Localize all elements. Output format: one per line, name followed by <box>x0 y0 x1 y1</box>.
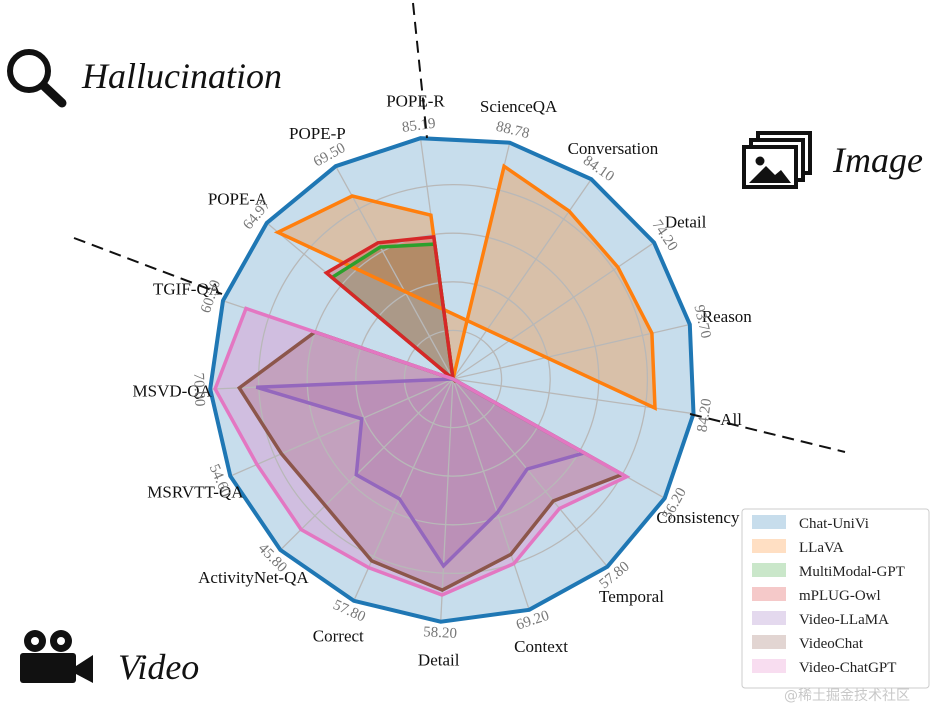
group-hallucination: Hallucination <box>7 49 282 108</box>
grid-spoke-7 <box>452 378 608 568</box>
max-label-17: 85.19 <box>401 116 437 136</box>
legend-swatch-chat-univi <box>752 515 786 529</box>
legend: Chat-UniVi LLaVA MultiModal-GPT mPLUG-Owl Vi… <box>741 508 930 689</box>
category-label-7: Temporal <box>599 587 664 606</box>
category-label-2: Conversation <box>568 139 659 158</box>
category-label-10: Correct <box>313 627 364 646</box>
category-label-16: POPE-P <box>289 124 346 143</box>
legend-label-videochat: VideoChat <box>799 636 864 652</box>
max-label-4: 93.70 <box>690 303 713 339</box>
magnifier-icon <box>7 49 67 108</box>
category-label-3: Detail <box>665 212 707 231</box>
legend-label-mplug-owl: mPLUG-Owl <box>799 588 881 604</box>
category-label-15: POPE-A <box>208 190 268 209</box>
series-line-video-llama <box>255 377 589 569</box>
grid-ring-2 <box>355 281 551 477</box>
legend-swatch-llava <box>752 539 786 553</box>
series-area-multimodal-gpt <box>332 244 453 379</box>
divider-hallucination-image <box>412 2 428 139</box>
group-label-hallucination: Hallucination <box>81 56 282 96</box>
legend-frame <box>741 508 930 689</box>
images-icon <box>742 131 812 189</box>
divider-image-video <box>689 413 846 453</box>
category-label-5: All <box>720 410 742 429</box>
legend-swatch-videochat <box>752 635 786 649</box>
category-label-8: Context <box>514 637 568 656</box>
grid-spoke-8 <box>452 378 530 611</box>
series-lines <box>208 136 696 624</box>
grid-spoke-12 <box>230 378 454 477</box>
category-label-12: MSRVTT-QA <box>147 482 244 501</box>
max-label-1: 88.78 <box>494 119 531 142</box>
group-label-video: Video <box>118 647 199 687</box>
grid-ring-4 <box>257 183 649 575</box>
legend-label-multimodal-gpt: MultiModal-GPT <box>799 564 905 580</box>
grid-spoke-16 <box>335 165 454 380</box>
video-camera-icon <box>20 630 93 683</box>
max-label-5: 84.20 <box>695 397 716 433</box>
max-label-13: 70.00 <box>190 372 207 406</box>
group-image: Image <box>742 131 923 189</box>
series-line-video-chatgpt <box>213 306 631 597</box>
category-labels: ScienceQA88.78Conversation84.10Detail74.… <box>133 92 753 670</box>
category-label-4: Reason <box>702 307 753 326</box>
grid-spoke-10 <box>353 378 454 602</box>
series-area-llava <box>277 166 655 409</box>
series-area-videochat <box>239 332 623 591</box>
divider-video-hallucination <box>73 237 223 295</box>
grid-spoke-9 <box>440 378 454 622</box>
group-dividers <box>73 2 846 453</box>
group-label-image: Image <box>832 140 923 180</box>
category-label-9: Detail <box>418 651 460 670</box>
series-area-video-llama <box>256 379 585 566</box>
category-label-17: POPE-R <box>386 92 445 111</box>
series-line-chat-univi <box>208 136 696 624</box>
grid-ring-3 <box>306 232 600 526</box>
category-label-11: ActivityNet-QA <box>198 568 309 587</box>
legend-swatch-video-llama <box>752 611 786 625</box>
legend-swatch-mplug-owl <box>752 587 786 601</box>
category-label-6: Consistency <box>656 508 740 527</box>
series-line-mplug-owl <box>323 234 456 384</box>
legend-swatch-multimodal-gpt <box>752 563 786 577</box>
max-label-9: 58.20 <box>423 624 458 642</box>
legend-swatch-video-chatgpt <box>752 659 786 673</box>
category-label-1: ScienceQA <box>480 97 558 116</box>
series-area-mplug-owl <box>326 236 453 379</box>
legend-label-video-llama: Video-LLaMA <box>799 612 889 628</box>
grid-spoke-11 <box>279 378 454 551</box>
grid-spoke-3 <box>452 242 655 380</box>
legend-label-chat-univi: Chat-UniVi <box>799 516 869 532</box>
legend-label-llava: LLaVA <box>799 540 844 556</box>
group-video: Video <box>20 630 199 687</box>
category-label-13: MSVD-QA <box>133 382 213 401</box>
category-label-14: TGIF-QA <box>153 280 222 299</box>
legend-label-video-chatgpt: Video-ChatGPT <box>799 660 896 676</box>
watermark: @稀土掘金技术社区 <box>784 688 910 704</box>
grid-ring-1 <box>403 329 503 429</box>
